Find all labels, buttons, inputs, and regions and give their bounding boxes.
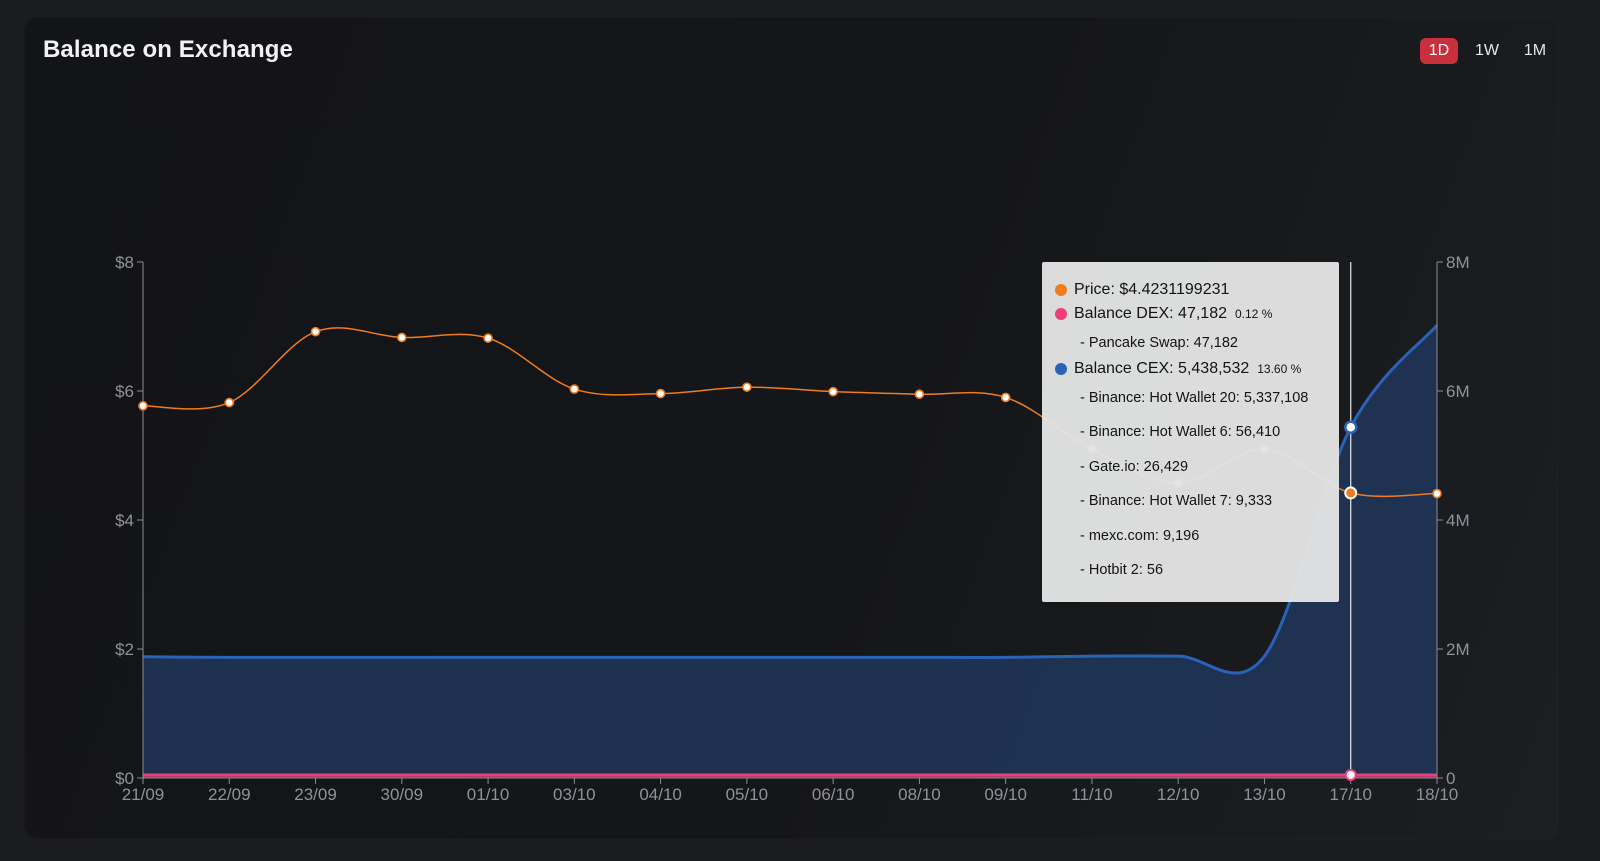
period-1w-button[interactable]: 1W <box>1475 42 1499 59</box>
price-point <box>914 389 925 400</box>
right-tick-label: 4M <box>1446 511 1470 530</box>
hover-dex-point <box>1344 768 1357 781</box>
left-tick-label: $8 <box>115 253 134 272</box>
price-point <box>310 326 321 337</box>
price-point <box>655 388 666 399</box>
period-1m-button[interactable]: 1M <box>1523 42 1547 59</box>
right-tick-label: 0 <box>1446 769 1455 788</box>
area-layer <box>142 324 1439 778</box>
x-tick-label: 30/09 <box>381 785 424 804</box>
tooltip-dex-pct: 0.12 % <box>1235 307 1273 321</box>
price-point <box>1000 392 1011 403</box>
x-tick-label: 22/09 <box>208 785 251 804</box>
tooltip-dex-label: Balance DEX: 47,182 <box>1074 305 1227 322</box>
dex-dot-icon <box>1055 308 1067 320</box>
x-tick-label: 01/10 <box>467 785 510 804</box>
tooltip-cex-item: - Binance: Hot Wallet 6: 56,410 <box>1080 424 1281 441</box>
period-1d-button[interactable]: 1D <box>1420 38 1458 64</box>
x-tick-label: 06/10 <box>812 785 855 804</box>
cex-dot-icon <box>1055 362 1067 375</box>
hover-cex-point <box>1343 420 1358 434</box>
tooltip-cex-item: - Gate.io: 26,429 <box>1080 458 1189 475</box>
x-tick-label: 12/10 <box>1157 785 1200 804</box>
price-point <box>828 386 838 397</box>
right-tick-label: 6M <box>1446 382 1470 401</box>
tooltip-cex-item: - Hotbit 2: 56 <box>1080 562 1164 579</box>
left-tick-label: $6 <box>115 382 134 401</box>
x-tick-label: 18/10 <box>1416 785 1459 804</box>
price-point <box>138 401 148 411</box>
tooltip-price-row: Price: $4.4231199231 <box>1055 278 1339 302</box>
x-tick-label: 04/10 <box>639 785 682 804</box>
price-point <box>224 397 235 408</box>
x-tick-label: 17/10 <box>1329 785 1372 804</box>
x-tick-label: 21/09 <box>122 785 165 804</box>
x-tick-label: 08/10 <box>898 785 941 804</box>
x-tick-label: 09/10 <box>984 785 1027 804</box>
price-point <box>396 332 407 343</box>
price-dot-icon <box>1055 284 1067 296</box>
price-point <box>742 382 752 392</box>
left-tick-label: $4 <box>115 511 134 530</box>
left-tick-label: $2 <box>115 640 134 659</box>
tooltip-cex-row: Balance CEX: 5,438,532 13.60 % <box>1055 357 1339 381</box>
card-title: Balance on Exchange <box>43 36 293 63</box>
price-point <box>569 384 580 394</box>
axes-layer: $0 $2 $4 $6 $8 0 2M 4M 6M 8M 21/09 22/09 23/09 30/09 0… <box>115 253 1470 804</box>
tooltip-cex-pct: 13.60 % <box>1257 361 1302 376</box>
x-tick-label: 05/10 <box>726 785 769 804</box>
period-selector: 1D 1W 1M <box>1420 38 1554 64</box>
chart-tooltip: Price: $4.4231199231 Balance DEX: 47,182… <box>1042 262 1339 602</box>
tooltip-dex-item: - Pancake Swap: 47,182 <box>1080 335 1238 352</box>
hover-price-point <box>1344 486 1358 500</box>
tooltip-cex-item: - Binance: Hot Wallet 7: 9,333 <box>1080 493 1273 510</box>
price-point <box>483 333 493 343</box>
x-tick-label: 23/09 <box>294 785 337 804</box>
tooltip-price-label: Price: $4.4231199231 <box>1074 281 1230 298</box>
cex-area <box>143 325 1437 778</box>
x-tick-label: 11/10 <box>1071 785 1112 804</box>
x-tick-label: 03/10 <box>553 785 596 804</box>
tooltip-dex-row: Balance DEX: 47,182 0.12 % <box>1055 302 1339 326</box>
price-point <box>1432 488 1442 499</box>
right-tick-label: 2M <box>1446 640 1470 659</box>
cex-line <box>142 324 1439 675</box>
tooltip-cex-label: Balance CEX: 5,438,532 <box>1074 359 1250 377</box>
x-tick-label: 13/10 <box>1243 785 1286 804</box>
right-tick-label: 8M <box>1446 253 1470 272</box>
tooltip-cex-item: - mexc.com: 9,196 <box>1080 527 1200 544</box>
tooltip-cex-item: - Binance: Hot Wallet 20: 5,337,108 <box>1080 389 1309 406</box>
hover-layer <box>1343 262 1358 781</box>
left-tick-label: $0 <box>115 769 134 788</box>
